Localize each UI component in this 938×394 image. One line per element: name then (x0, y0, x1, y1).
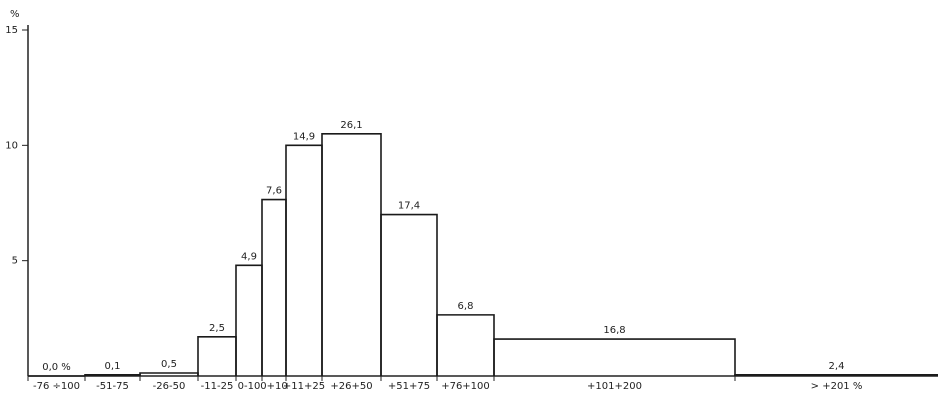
bar (235, 264, 263, 376)
bar (321, 133, 382, 376)
share-label: 2,4 (829, 361, 845, 372)
bar (285, 144, 323, 376)
x-tick-label: +51+75 (388, 381, 430, 392)
x-tick-label: -76 ÷100 (33, 381, 80, 392)
y-tick-label: 10 (5, 140, 18, 151)
x-tick-label: +76+100 (441, 381, 490, 392)
share-label: 0,5 (161, 359, 177, 370)
bar (380, 213, 438, 376)
share-label: 0,0 % (42, 362, 71, 373)
share-label: 4,9 (241, 251, 257, 262)
bar (734, 374, 938, 376)
share-label: 6,8 (458, 301, 474, 312)
y-unit: % (10, 9, 20, 20)
y-tick-label: 5 (12, 256, 18, 267)
y-tick-label: 15 (5, 25, 18, 36)
x-tick-label: +101+200 (587, 381, 642, 392)
x-tick-label: -26-50 (153, 381, 186, 392)
share-label: 16,8 (603, 325, 625, 336)
share-label: 17,4 (398, 201, 420, 212)
x-tick-label: 0-10 (238, 381, 261, 392)
x-tick-label: +26+50 (330, 381, 372, 392)
bar (436, 314, 495, 376)
share-label: 26,1 (340, 120, 362, 131)
bar (493, 338, 736, 376)
share-label: 7,6 (266, 186, 282, 197)
share-label: 2,5 (209, 323, 225, 334)
x-tick-label: > +201 % (811, 381, 863, 392)
share-label: 0,1 (105, 361, 121, 372)
x-tick-label: -51-75 (96, 381, 129, 392)
x-tick-label: +11+25 (283, 381, 325, 392)
x-tick-label: -11-25 (201, 381, 234, 392)
share-label: 14,9 (293, 131, 315, 142)
bar (261, 198, 287, 376)
bar (197, 335, 237, 376)
x-tick-label: 0+10 (260, 381, 287, 392)
